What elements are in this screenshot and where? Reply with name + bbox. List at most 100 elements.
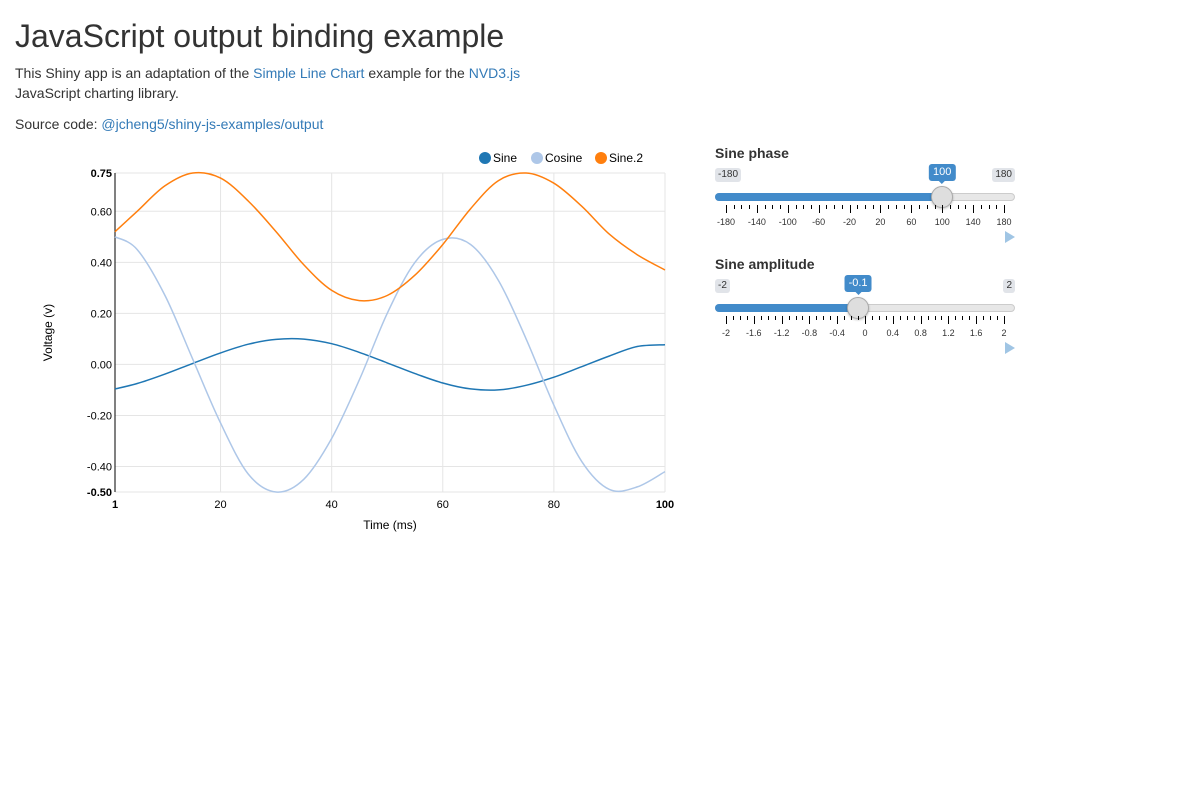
nvd3-link[interactable]: NVD3.js (468, 65, 521, 81)
intro-paragraph: This Shiny app is an adaptation of the S… (15, 63, 555, 103)
slider-tick (1004, 205, 1005, 213)
legend-swatch (479, 152, 491, 164)
slider-minor-tick (878, 316, 880, 320)
slider-minor-tick (760, 316, 762, 320)
slider-minor-tick (988, 205, 990, 209)
sine-amplitude-slider[interactable]: Sine amplitude -2 2 -0.1 -2 -1.6 -1.2 -0.8-… (715, 256, 1015, 356)
slider-minor-tick (774, 316, 776, 320)
slider-minor-tick (732, 316, 734, 320)
slider-minor-tick (997, 316, 999, 320)
slider-minor-tick (957, 205, 959, 209)
slider-tick (818, 205, 820, 213)
slider-minor-tick (871, 316, 873, 320)
x-tick-label: 80 (548, 499, 560, 511)
slider-minor-tick (764, 205, 766, 209)
slider-tick-label: 0 (862, 328, 868, 338)
slider-minor-tick (888, 205, 890, 209)
slider-minor-tick (857, 205, 859, 209)
slider-tick (809, 316, 811, 324)
sine-phase-min-label: -180 (715, 168, 742, 182)
slider-minor-tick (772, 205, 774, 209)
intro-text-middle: example for the (364, 65, 469, 81)
slider-minor-tick (934, 316, 936, 320)
slider-tick (880, 205, 882, 213)
slider-minor-tick (955, 316, 957, 320)
legend-label: Sine.2 (609, 151, 643, 165)
slider-minor-tick (741, 205, 743, 209)
sine-amplitude-min-label: -2 (715, 279, 730, 293)
slider-tick (911, 205, 913, 213)
slider-tick (865, 316, 866, 324)
play-icon[interactable] (1005, 342, 1015, 354)
slider-tick-label: -2 (721, 328, 731, 338)
intro-text-end: JavaScript charting library. (15, 85, 179, 101)
slider-minor-tick (795, 316, 797, 320)
y-tick-label: 0.40 (91, 257, 112, 269)
slider-minor-tick (830, 316, 832, 320)
sine-phase-slider[interactable]: Sine phase -180 180 100 -180 -140 -100 -60-… (715, 145, 1015, 245)
slider-minor-tick (949, 205, 951, 209)
x-tick-label: 20 (214, 499, 226, 511)
play-icon[interactable] (1005, 231, 1015, 243)
slider-tick-label: -1.6 (746, 328, 762, 338)
slider-minor-tick (844, 316, 846, 320)
series-line-sine-2 (114, 171, 666, 302)
legend-item-sine-2[interactable]: Sine.2 (595, 151, 643, 165)
slider-tick-label: 2 (1001, 328, 1007, 338)
slider-minor-tick (962, 316, 964, 320)
slider-tick-label: -180 (716, 217, 736, 227)
slider-tick-label: -60 (812, 217, 826, 227)
legend-item-cosine[interactable]: Cosine (531, 151, 583, 165)
sine-phase-label: Sine phase (715, 145, 789, 161)
x-tick-label: 100 (656, 499, 674, 511)
slider-tick-label: 60 (906, 217, 917, 227)
sine-phase-value-bubble: 100 (929, 164, 956, 184)
legend-item-sine[interactable]: Sine (479, 151, 517, 165)
slider-minor-tick (823, 316, 825, 320)
slider-tick-label: 20 (875, 217, 886, 227)
slider-minor-tick (810, 205, 812, 209)
x-axis-title: Time (ms) (363, 518, 417, 532)
slider-minor-tick (733, 205, 735, 209)
slider-minor-tick (941, 316, 943, 320)
slider-tick (892, 316, 894, 324)
slider-minor-tick (895, 205, 897, 209)
y-tick-label: 0.75 (91, 168, 112, 180)
slider-minor-tick (885, 316, 887, 320)
slider-tick (948, 316, 950, 324)
intro-text-start: This Shiny app is an adaptation of the (15, 65, 254, 81)
sine-amplitude-max-label: 2 (1003, 279, 1015, 293)
slider-tick (920, 316, 922, 324)
slider-minor-tick (919, 205, 921, 209)
x-tick-label: 60 (437, 499, 449, 511)
slider-minor-tick (913, 316, 915, 320)
slider-minor-tick (795, 205, 797, 209)
y-axis-title: Voltage (v) (41, 304, 55, 361)
slider-minor-tick (865, 205, 866, 209)
slider-tick (726, 205, 727, 213)
source-code-link[interactable]: @jcheng5/shiny-js-examples/output (101, 116, 324, 132)
slider-minor-tick (788, 316, 790, 320)
slider-minor-tick (996, 205, 998, 209)
slider-tick-label: -140 (747, 217, 766, 227)
slider-minor-tick (746, 316, 748, 320)
slider-minor-tick (851, 316, 853, 320)
x-tick-label: 40 (326, 499, 338, 511)
slider-minor-tick (834, 205, 836, 209)
slider-minor-tick (903, 205, 905, 209)
slider-tick-label: -0.4 (829, 328, 845, 338)
y-tick-label: -0.40 (87, 461, 112, 473)
slider-tick-label: 1.2 (942, 328, 955, 338)
slider-tick-label: 0.4 (886, 328, 900, 338)
slider-minor-tick (803, 205, 805, 209)
slider-tick-label: 100 (934, 217, 950, 227)
slider-tick (781, 316, 783, 324)
slider-tick-label: 140 (965, 217, 981, 227)
x-tick-label: 1 (112, 499, 118, 511)
y-tick-label: -0.20 (87, 410, 112, 422)
sine-phase-fill (715, 193, 943, 201)
simple-line-chart-link[interactable]: Simple Line Chart (253, 65, 365, 81)
slider-minor-tick (802, 316, 804, 320)
slider-minor-tick (858, 316, 860, 320)
slider-tick-label: -100 (778, 217, 797, 227)
